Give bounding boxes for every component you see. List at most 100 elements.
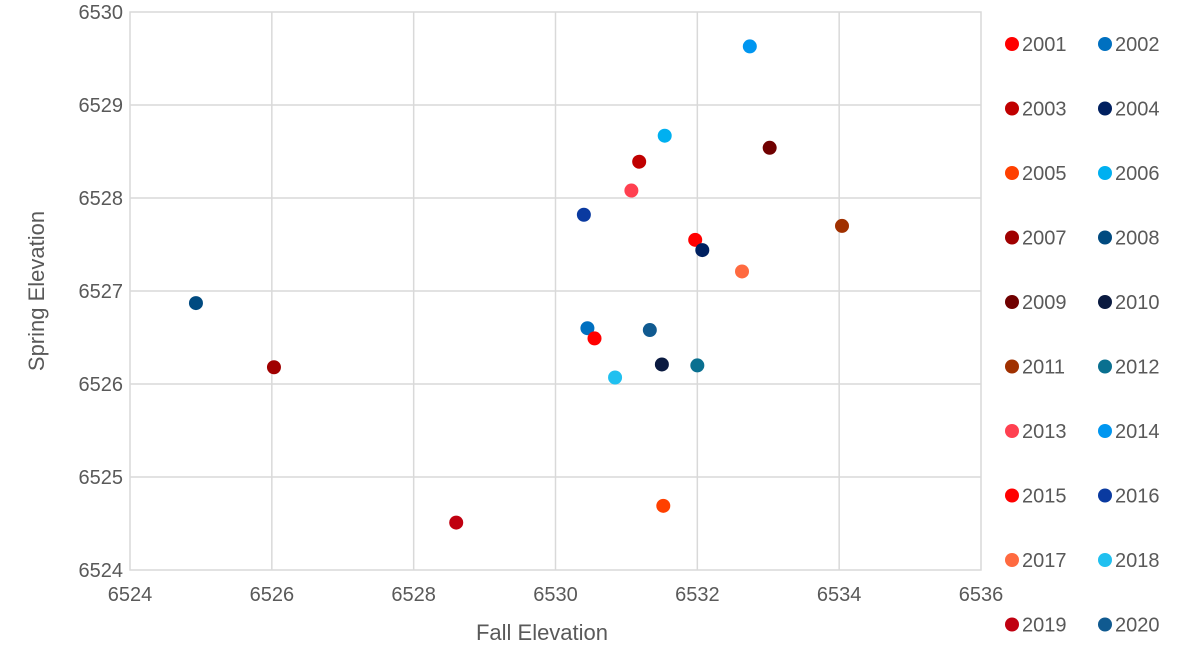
- data-point: [742, 39, 757, 54]
- data-point: [656, 498, 671, 513]
- legend-marker: [1005, 37, 1019, 51]
- legend-label: 2006: [1115, 163, 1160, 185]
- legend: 2001 2002 2003 2004 2005 2006 2007 2008 2009 2010…: [1005, 34, 1160, 637]
- x-tick-label: 6524: [108, 584, 153, 606]
- legend-marker: [1098, 553, 1112, 567]
- y-axis-ticks: 6524 6525 6526 6527 6528 6529 6530: [79, 2, 124, 582]
- legend-label: 2018: [1115, 550, 1160, 572]
- legend-marker: [1005, 101, 1019, 116]
- legend-label: 2004: [1115, 99, 1160, 121]
- data-point: [576, 207, 591, 222]
- data-point: [642, 323, 657, 338]
- legend-entry: 2014: [1098, 421, 1160, 443]
- legend-entry: 2009: [1005, 292, 1067, 314]
- legend-marker: [1005, 230, 1019, 245]
- legend-entry: 2016: [1098, 486, 1160, 508]
- y-tick-label: 6529: [79, 95, 124, 117]
- data-point: [624, 183, 639, 198]
- x-axis-title: Fall Elevation: [476, 620, 608, 645]
- legend-label: 2008: [1115, 228, 1160, 250]
- x-tick-label: 6532: [675, 584, 720, 606]
- legend-entry: 2012: [1098, 357, 1160, 379]
- legend-marker: [1005, 424, 1019, 438]
- legend-entry: 2011: [1005, 357, 1065, 379]
- legend-entry: 2004: [1098, 99, 1160, 121]
- x-tick-label: 6530: [533, 584, 578, 606]
- legend-entry: 2006: [1098, 163, 1160, 185]
- legend-marker: [1098, 617, 1112, 632]
- legend-marker: [1098, 424, 1112, 438]
- legend-label: 2003: [1022, 99, 1067, 121]
- x-tick-label: 6526: [250, 584, 295, 606]
- data-point: [587, 331, 602, 346]
- legend-label: 2001: [1022, 34, 1067, 56]
- legend-label: 2009: [1022, 292, 1067, 314]
- legend-label: 2010: [1115, 292, 1160, 314]
- x-axis-ticks: 6524 6526 6528 6530 6532 6534 6536: [108, 584, 1004, 606]
- plot-area: [129, 11, 982, 571]
- x-tick-label: 6536: [959, 584, 1004, 606]
- data-point: [580, 321, 595, 336]
- legend-marker: [1098, 488, 1112, 503]
- legend-entry: 2007: [1005, 228, 1067, 250]
- legend-marker: [1098, 37, 1112, 51]
- data-point: [188, 296, 203, 311]
- legend-marker: [1005, 359, 1019, 374]
- y-tick-label: 6524: [79, 560, 124, 582]
- legend-marker: [1098, 166, 1112, 180]
- legend-label: 2016: [1115, 486, 1160, 508]
- legend-label: 2005: [1022, 163, 1067, 185]
- legend-marker: [1098, 101, 1112, 116]
- legend-label: 2014: [1115, 421, 1160, 443]
- legend-marker: [1098, 230, 1112, 245]
- data-point: [657, 128, 672, 143]
- legend-label: 2013: [1022, 421, 1067, 443]
- y-axis-title: Spring Elevation: [24, 211, 49, 371]
- x-tick-label: 6528: [391, 584, 436, 606]
- legend-marker: [1005, 553, 1019, 567]
- data-point: [762, 140, 777, 155]
- legend-entry: 2003: [1005, 99, 1067, 121]
- x-tick-label: 6534: [817, 584, 862, 606]
- legend-label: 2019: [1022, 615, 1067, 637]
- legend-entry: 2010: [1098, 292, 1160, 314]
- data-point: [449, 515, 464, 530]
- legend-label: 2020: [1115, 615, 1160, 637]
- data-point: [735, 264, 750, 279]
- data-point: [835, 218, 850, 233]
- legend-marker: [1098, 359, 1112, 374]
- y-tick-label: 6525: [79, 467, 124, 489]
- legend-entry: 2001: [1005, 34, 1067, 56]
- data-point: [266, 360, 281, 375]
- data-point: [688, 232, 703, 247]
- legend-marker: [1098, 295, 1112, 309]
- legend-label: 2015: [1022, 486, 1067, 508]
- legend-label: 2017: [1022, 550, 1067, 572]
- legend-entry: 2002: [1098, 34, 1160, 56]
- legend-entry: 2019: [1005, 615, 1067, 637]
- y-tick-label: 6530: [79, 2, 124, 24]
- legend-entry: 2017: [1005, 550, 1067, 572]
- legend-entry: 2018: [1098, 550, 1160, 572]
- legend-label: 2002: [1115, 34, 1160, 56]
- gridlines: [130, 12, 981, 570]
- data-point: [695, 243, 710, 258]
- legend-marker: [1005, 166, 1019, 180]
- data-point: [654, 357, 669, 372]
- legend-entry: 2005: [1005, 163, 1067, 185]
- data-points: [188, 39, 850, 530]
- legend-label: 2007: [1022, 228, 1067, 250]
- legend-label: 2011: [1022, 357, 1065, 379]
- legend-marker: [1005, 295, 1019, 309]
- y-tick-label: 6526: [79, 374, 124, 396]
- legend-marker: [1005, 488, 1019, 503]
- legend-label: 2012: [1115, 357, 1160, 379]
- data-point: [632, 154, 647, 169]
- legend-entry: 2013: [1005, 421, 1067, 443]
- legend-entry: 2020: [1098, 615, 1160, 637]
- data-point: [690, 358, 705, 373]
- y-tick-label: 6527: [79, 281, 124, 303]
- legend-entry: 2008: [1098, 228, 1160, 250]
- y-tick-label: 6528: [79, 188, 124, 210]
